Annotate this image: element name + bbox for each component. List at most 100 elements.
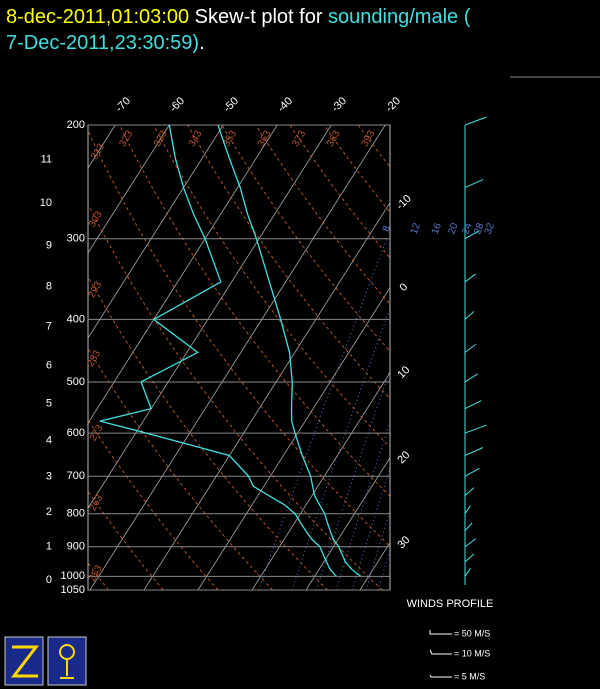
- isotherm-label: -50: [221, 95, 241, 115]
- subtitle-end: .: [199, 32, 205, 54]
- height-label: 4: [46, 435, 52, 447]
- title-text: Skew-t plot for: [189, 6, 328, 28]
- isotherm-label: 0: [398, 281, 411, 294]
- adiabat-label: 343: [187, 128, 205, 148]
- wind-barb: [464, 447, 484, 456]
- wind-legend: = 50 M/S = 10 M/S = 5 M/S: [429, 628, 490, 681]
- dry-adiabat: [88, 490, 164, 590]
- adiabat-label: 263: [87, 493, 105, 513]
- isotherm: [88, 125, 278, 424]
- mixing-label: 24: [460, 221, 474, 236]
- height-label: 5: [46, 398, 52, 410]
- title-source: sounding/male (: [328, 6, 471, 28]
- pressure-label: 500: [67, 376, 85, 388]
- adiabat-label: 383: [325, 128, 343, 148]
- logos: [4, 636, 87, 686]
- legend-label: = 5 M/S: [454, 671, 485, 681]
- isotherm: [305, 456, 390, 590]
- mixing-label: 32: [483, 221, 497, 236]
- pressure-label: 600: [67, 427, 85, 439]
- pressure-label: 900: [67, 541, 85, 553]
- wind-barb: [464, 179, 484, 189]
- isotherm-label: 10: [395, 364, 412, 381]
- wind-barb: [464, 273, 477, 283]
- pressure-label: 1000: [61, 570, 85, 582]
- pressure-label: 200: [67, 119, 85, 131]
- isotherm-label: -10: [394, 193, 414, 213]
- wind-barb: [464, 538, 477, 548]
- isotherm-label: -20: [383, 95, 403, 115]
- isotherm-label: -70: [113, 95, 133, 115]
- dry-adiabat: [88, 203, 383, 590]
- isotherm: [88, 125, 170, 254]
- isotherm-label: 20: [395, 449, 412, 466]
- dry-adiabat: [119, 125, 390, 497]
- height-label: 8: [46, 281, 52, 293]
- legend-icon: [429, 649, 452, 655]
- adiabat-label: 303: [87, 209, 105, 229]
- mixing-label: 16: [430, 221, 444, 236]
- wind-barb: [464, 553, 475, 563]
- legend-icon: [429, 630, 452, 635]
- adiabat-label: 363: [256, 128, 274, 148]
- wind-barb: [464, 505, 471, 515]
- legend-icon: [429, 674, 452, 678]
- pressure-label: 400: [67, 313, 85, 325]
- height-label: 0: [46, 574, 52, 586]
- wind-barb: [464, 310, 475, 320]
- logo-line: [60, 659, 74, 679]
- height-label: 2: [46, 506, 52, 518]
- adiabat-label: 353: [221, 128, 239, 148]
- wind-barb: [464, 467, 480, 477]
- title-time: 8-dec-2011,01:03:00: [6, 6, 189, 28]
- isotherm: [88, 125, 332, 509]
- height-label: 11: [41, 154, 52, 166]
- dewpoint-profile: [99, 124, 337, 577]
- isotherm: [197, 286, 390, 590]
- isotherm: [251, 371, 390, 590]
- isotherm-label: -40: [275, 95, 295, 115]
- dry-adiabat: [88, 418, 219, 590]
- dry-adiabat: [323, 125, 390, 213]
- adiabat-label: 323: [118, 128, 136, 148]
- height-label: 9: [46, 239, 52, 251]
- adiabat-label: 273: [88, 423, 106, 443]
- wind-barb: [464, 230, 480, 240]
- height-label: 3: [46, 471, 52, 483]
- mixing-label: 8: [381, 224, 393, 233]
- background-lines: [88, 125, 390, 590]
- mixing-ratio: [351, 467, 390, 590]
- isotherm-label: -60: [167, 95, 187, 115]
- mixing-label: 20: [447, 221, 461, 236]
- adiabat-label: 313: [89, 141, 107, 161]
- legend-label: = 50 M/S: [454, 628, 490, 638]
- isotherm: [88, 125, 224, 339]
- dry-adiabat: [88, 129, 390, 548]
- adiabat-label: 393: [360, 128, 378, 148]
- dry-adiabat: [88, 347, 273, 590]
- wind-barb: [464, 487, 475, 497]
- adiabat-label: 253: [87, 563, 105, 583]
- mixing-ratio: [335, 420, 390, 590]
- pressure-label: 800: [67, 508, 85, 520]
- dry-adiabat: [221, 125, 390, 352]
- height-label: 7: [46, 321, 52, 333]
- plot-frame: [87, 124, 391, 591]
- isotherm-label: -30: [329, 95, 349, 115]
- dry-adiabat: [357, 125, 390, 168]
- subtitle: 7-Dec-2011,23:30:59).: [6, 32, 205, 54]
- mixing-ratio: [377, 548, 390, 590]
- wind-barb: [464, 568, 471, 577]
- dry-adiabat: [88, 275, 328, 590]
- pressure-label: 1050: [61, 584, 85, 596]
- wind-barb: [464, 373, 478, 383]
- pressure-label: 300: [67, 233, 85, 245]
- isotherm: [143, 201, 390, 590]
- dry-adiabat: [289, 125, 390, 259]
- isotherm: [89, 125, 386, 590]
- dry-adiabat: [255, 125, 390, 305]
- title: 8-dec-2011,01:03:00 Skew-t plot for soun…: [6, 6, 471, 28]
- adiabat-label: 333: [152, 128, 170, 148]
- wind-barb: [464, 400, 482, 410]
